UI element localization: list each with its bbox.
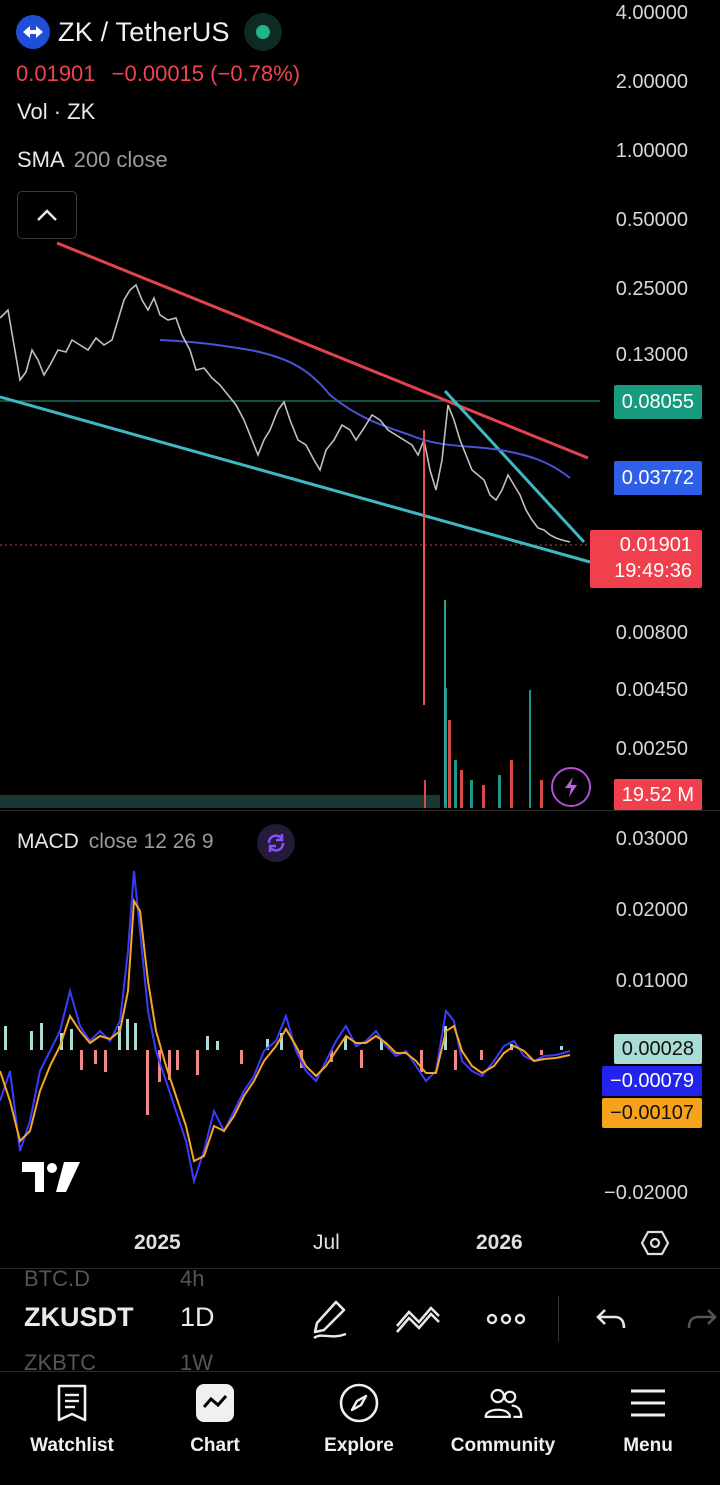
more-options-button[interactable]	[486, 1308, 526, 1335]
price-chart[interactable]	[0, 0, 600, 810]
symbol-legend[interactable]: ZK / TetherUS	[16, 13, 282, 51]
bar-countdown: 19:49:36	[614, 560, 692, 582]
symbol-title: ZK / TetherUS	[58, 16, 230, 47]
nav-label: Chart	[190, 1435, 240, 1456]
macd-tick: 0.03000	[615, 828, 688, 850]
nav-menu[interactable]: Menu	[576, 1371, 720, 1484]
nav-label: Menu	[623, 1435, 673, 1456]
undo-button[interactable]	[595, 1306, 627, 1337]
interval-picker-prev: 4h	[180, 1266, 205, 1291]
refresh-icon[interactable]	[257, 824, 295, 862]
interval-picker-next: 1W	[180, 1350, 213, 1375]
toolbar-divider	[558, 1296, 559, 1342]
sma-price-tag: 0.03772	[613, 461, 702, 495]
descending-trendline	[443, 389, 586, 544]
price-series	[0, 283, 571, 543]
chart-icon	[195, 1383, 235, 1423]
price-tick: 1.00000	[615, 140, 688, 162]
macd-line-tag: −0.00079	[602, 1066, 702, 1096]
resistance-trendline	[56, 241, 589, 460]
price-tick: 0.00450	[615, 679, 688, 701]
compass-icon	[339, 1383, 379, 1423]
watchlist-icon	[52, 1383, 92, 1423]
nav-community[interactable]: Community	[431, 1371, 575, 1484]
volume-legend[interactable]: Vol · ZK	[17, 99, 96, 124]
last-price-tag-value: 0.01901	[619, 534, 692, 556]
price-change-row: 0.01901 −0.00015 (−0.78%)	[16, 61, 300, 87]
lightning-icon[interactable]	[551, 767, 591, 807]
chevron-up-icon	[37, 209, 57, 221]
last-price-tag: 0.01901 19:49:36	[590, 530, 702, 588]
macd-histogram-tag: 0.00028	[613, 1034, 702, 1064]
macd-tick: 0.02000	[615, 899, 688, 921]
indicators-icon	[396, 1306, 440, 1333]
indicators-button[interactable]	[395, 1302, 441, 1341]
nav-explore[interactable]: Explore	[287, 1371, 431, 1484]
price-tick: 0.50000	[615, 209, 688, 231]
pane-divider[interactable]	[0, 810, 720, 811]
nav-label: Explore	[324, 1435, 394, 1456]
nav-watchlist[interactable]: Watchlist	[0, 1371, 144, 1484]
sma-title: SMA	[17, 147, 64, 172]
price-tick: 0.25000	[615, 278, 688, 300]
symbol-picker-prev: BTC.D	[24, 1266, 90, 1291]
time-label: 2026	[476, 1231, 523, 1254]
macd-tick: −0.02000	[604, 1182, 688, 1204]
pen-icon	[313, 1300, 347, 1340]
settings-hexagon-icon[interactable]	[640, 1228, 670, 1258]
sma-200-line	[159, 339, 571, 479]
time-label: 2025	[134, 1231, 181, 1254]
symbol-picker-next: ZKBTC	[24, 1350, 97, 1375]
drawing-pen-button[interactable]	[310, 1298, 350, 1345]
macd-title: MACD	[17, 830, 79, 853]
redo-icon	[687, 1309, 717, 1329]
support-trendline	[0, 395, 591, 564]
macd-chart[interactable]	[0, 811, 600, 1211]
undo-icon	[596, 1309, 626, 1329]
market-open-status-icon[interactable]	[243, 13, 282, 51]
macd-params: close 12 26 9	[88, 830, 214, 853]
sma-legend[interactable]: SMA 200 close	[17, 147, 168, 173]
price-tick: 0.13000	[615, 344, 688, 366]
price-tick: 0.00800	[615, 622, 688, 644]
signal-line	[0, 897, 571, 1163]
nav-label: Watchlist	[30, 1435, 114, 1456]
symbol-picker[interactable]: ZKUSDT	[24, 1302, 134, 1332]
macd-line	[0, 870, 571, 1185]
time-label: Jul	[313, 1231, 340, 1254]
macd-legend[interactable]: MACD close 12 26 9	[17, 830, 214, 854]
horizontal-line-price-tag: 0.08055	[613, 385, 702, 419]
community-icon	[483, 1383, 523, 1423]
price-tick: 2.00000	[615, 71, 688, 93]
nav-chart[interactable]: Chart	[143, 1371, 287, 1484]
zk-logo-icon	[16, 15, 50, 49]
sma-params: 200 close	[73, 147, 168, 172]
interval-picker[interactable]: 1D	[180, 1302, 215, 1332]
tradingview-logo	[22, 1162, 80, 1192]
volume-bars	[0, 688, 543, 808]
collapse-legend-button[interactable]	[17, 191, 77, 239]
signal-line-tag: −0.00107	[602, 1098, 702, 1128]
last-price: 0.01901	[16, 61, 96, 86]
bottom-navigation	[0, 1371, 720, 1485]
price-change: −0.00015 (−0.78%)	[111, 61, 301, 86]
chart-toolbar	[0, 1268, 720, 1371]
price-tick: 4.00000	[615, 2, 688, 24]
macd-tick: 0.01000	[615, 970, 688, 992]
nav-label: Community	[450, 1435, 556, 1456]
volume-tag: 19.52 M	[613, 779, 702, 811]
redo-button[interactable]	[686, 1306, 718, 1337]
price-tick: 0.00250	[615, 738, 688, 760]
hamburger-menu-icon	[628, 1383, 668, 1423]
more-horizontal-icon	[486, 1313, 526, 1325]
